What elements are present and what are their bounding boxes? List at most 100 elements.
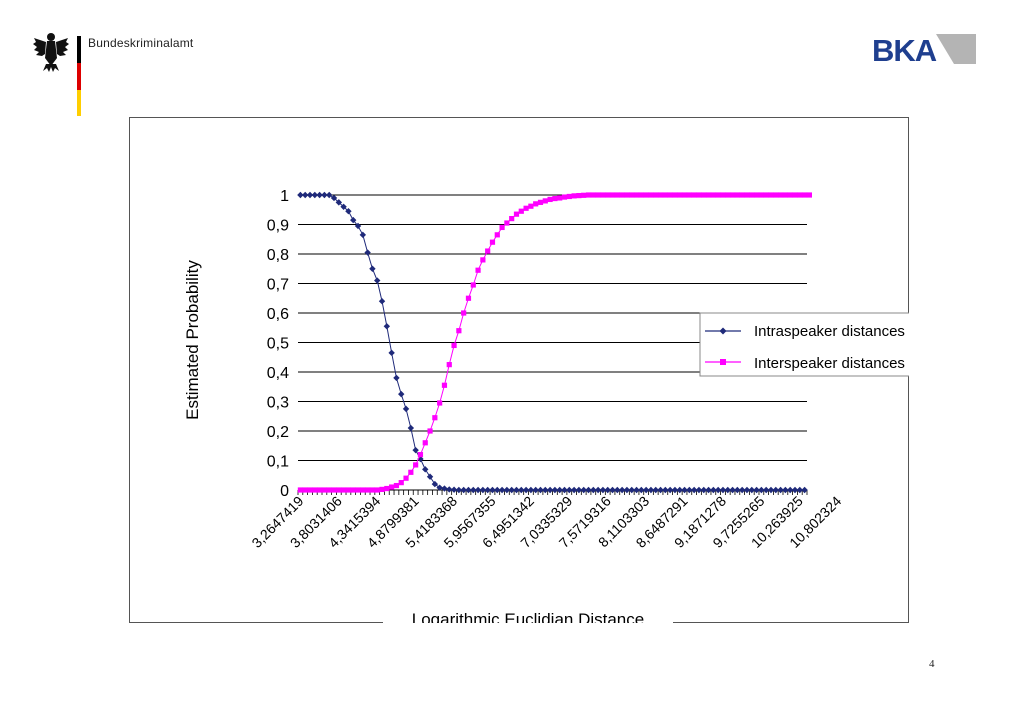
data-point bbox=[686, 486, 693, 494]
data-point bbox=[744, 192, 750, 198]
data-point bbox=[734, 486, 741, 494]
data-point bbox=[450, 486, 458, 493]
x-axis-title: Logarithmic Euclidian Distance bbox=[412, 610, 644, 623]
legend-box bbox=[699, 312, 909, 377]
y-tick-label: 0,3 bbox=[267, 395, 289, 412]
data-point bbox=[633, 192, 640, 198]
data-point bbox=[576, 192, 582, 199]
data-point bbox=[393, 482, 400, 489]
data-point bbox=[489, 486, 496, 494]
data-point bbox=[331, 487, 337, 493]
data-point bbox=[504, 220, 510, 226]
data-point bbox=[498, 486, 506, 494]
data-point bbox=[350, 487, 356, 493]
data-point bbox=[374, 277, 381, 284]
data-point bbox=[302, 191, 309, 199]
data-point bbox=[312, 487, 318, 493]
data-point bbox=[484, 486, 491, 494]
data-point bbox=[523, 205, 529, 211]
data-point bbox=[456, 328, 462, 334]
data-point bbox=[436, 484, 443, 491]
legend: Intraspeaker distances Interspeaker dist… bbox=[699, 312, 909, 377]
data-point bbox=[681, 192, 688, 198]
data-point bbox=[729, 486, 736, 494]
data-point bbox=[383, 323, 391, 330]
data-point bbox=[446, 362, 452, 368]
data-point bbox=[393, 374, 400, 382]
data-point bbox=[336, 487, 342, 493]
data-point bbox=[527, 486, 535, 494]
data-point bbox=[700, 486, 707, 494]
data-point bbox=[402, 405, 410, 413]
data-point bbox=[609, 192, 616, 198]
data-point bbox=[326, 487, 332, 493]
data-point bbox=[422, 440, 428, 446]
data-point bbox=[297, 191, 304, 199]
data-point bbox=[585, 486, 592, 494]
data-point bbox=[306, 191, 314, 199]
data-point bbox=[359, 231, 367, 239]
data-point bbox=[599, 486, 607, 494]
data-point bbox=[566, 193, 572, 200]
data-point bbox=[738, 486, 746, 494]
data-point bbox=[642, 486, 650, 494]
data-point bbox=[542, 198, 548, 204]
legend-intra-label: Intraspeaker distances bbox=[754, 323, 905, 340]
probability-chart: 00,10,20,30,40,50,60,70,80,91 3,26474193… bbox=[129, 117, 909, 623]
data-point bbox=[513, 211, 520, 217]
x-axis-title-background bbox=[383, 609, 673, 623]
data-point bbox=[552, 195, 558, 202]
data-point bbox=[547, 196, 553, 203]
series-interspeaker bbox=[297, 192, 813, 493]
data-point bbox=[571, 193, 577, 199]
data-point bbox=[762, 486, 770, 494]
data-point bbox=[422, 466, 429, 473]
data-point bbox=[489, 239, 496, 245]
data-point bbox=[686, 192, 692, 198]
data-point bbox=[758, 192, 764, 198]
data-point bbox=[518, 208, 524, 214]
y-tick-label: 0,6 bbox=[267, 306, 289, 323]
data-point bbox=[302, 487, 308, 493]
german-flag-bar bbox=[77, 36, 81, 116]
data-point bbox=[724, 486, 731, 494]
data-point bbox=[657, 192, 664, 198]
data-point bbox=[378, 298, 386, 305]
data-point bbox=[714, 486, 722, 494]
y-tick-label: 0,5 bbox=[267, 336, 289, 353]
data-point bbox=[725, 192, 731, 198]
y-tick-label: 0,8 bbox=[267, 247, 289, 264]
data-point bbox=[475, 267, 481, 273]
data-point bbox=[629, 192, 635, 198]
data-point bbox=[465, 486, 472, 494]
data-point bbox=[365, 487, 371, 493]
data-point bbox=[379, 486, 385, 493]
flag-stripe-gold bbox=[77, 90, 81, 116]
data-point bbox=[508, 486, 515, 494]
y-tick-label: 0,7 bbox=[267, 277, 289, 294]
data-point bbox=[494, 486, 501, 494]
data-point bbox=[753, 192, 760, 198]
data-point bbox=[729, 192, 736, 198]
data-point bbox=[801, 192, 808, 198]
data-point bbox=[557, 195, 563, 201]
data-point bbox=[791, 486, 799, 494]
data-point bbox=[537, 199, 544, 205]
data-point bbox=[782, 486, 789, 494]
data-point bbox=[638, 486, 645, 494]
data-point bbox=[355, 487, 361, 493]
data-point bbox=[767, 486, 775, 494]
data-point bbox=[777, 192, 784, 198]
data-point bbox=[662, 192, 668, 198]
federal-eagle-logo bbox=[33, 33, 69, 72]
data-point bbox=[412, 446, 419, 454]
data-point bbox=[437, 400, 443, 406]
data-point bbox=[460, 486, 467, 494]
data-point bbox=[594, 486, 602, 494]
bka-logo: BKA bbox=[872, 34, 976, 64]
data-point bbox=[734, 192, 740, 198]
data-point bbox=[748, 486, 755, 494]
data-point bbox=[389, 484, 395, 490]
data-point bbox=[585, 192, 592, 198]
data-point bbox=[427, 428, 433, 434]
